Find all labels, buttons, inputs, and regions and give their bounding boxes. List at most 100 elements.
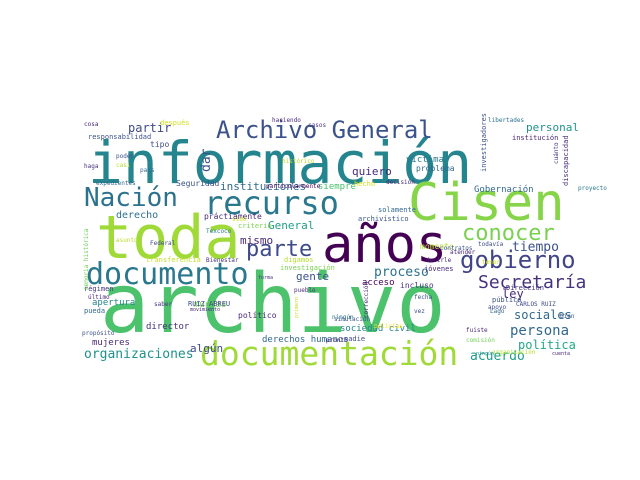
cloud-word: después bbox=[160, 119, 190, 127]
cloud-word: documento bbox=[86, 257, 249, 292]
cloud-word: cuenta bbox=[552, 351, 570, 357]
cloud-word: archivístico bbox=[358, 215, 409, 223]
cloud-word: país bbox=[140, 167, 155, 174]
cloud-word: histórico bbox=[282, 158, 315, 165]
cloud-word: muchas bbox=[194, 300, 227, 310]
cloud-word: Archivo General bbox=[216, 116, 433, 144]
cloud-word: memoria histórica bbox=[83, 228, 90, 290]
cloud-word: dar bbox=[199, 148, 214, 172]
cloud-word: proyecto bbox=[578, 185, 607, 192]
cloud-word: Gobernación bbox=[474, 184, 534, 195]
cloud-word: haciendo bbox=[272, 117, 301, 124]
cloud-word: discapacidad bbox=[562, 135, 570, 186]
cloud-word: apertura bbox=[92, 298, 135, 308]
cloud-word: investigadores bbox=[480, 113, 488, 172]
cloud-word: cosa bbox=[84, 121, 99, 128]
cloud-word: tener bbox=[482, 259, 500, 266]
cloud-word: Seguridad bbox=[176, 179, 220, 188]
cloud-word: responsabilidad bbox=[88, 133, 151, 141]
cloud-word: forma bbox=[258, 275, 273, 281]
cloud-word: sociales bbox=[514, 308, 572, 322]
cloud-word: pueda bbox=[84, 307, 105, 315]
cloud-word: persona bbox=[510, 323, 569, 339]
cloud-word: primero bbox=[294, 297, 300, 318]
cloud-word: Dirección bbox=[506, 284, 544, 292]
cloud-word: recurso bbox=[204, 184, 339, 222]
cloud-word: derecho bbox=[116, 210, 158, 221]
cloud-word: CARLOS RUIZ bbox=[516, 301, 556, 308]
cloud-word: todavía bbox=[478, 241, 504, 248]
cloud-word: gobierno bbox=[460, 246, 576, 274]
cloud-word: pronto bbox=[326, 337, 348, 344]
cloud-word: ley bbox=[502, 287, 524, 301]
cloud-word: pueblo bbox=[294, 287, 316, 294]
cloud-word: casos bbox=[308, 122, 326, 129]
cloud-word: jóvenes bbox=[424, 265, 454, 273]
cloud-word: acuerdo bbox=[470, 349, 525, 364]
cloud-word: Nación bbox=[84, 183, 178, 213]
cloud-word: apoyo bbox=[488, 304, 506, 311]
cloud-word: años bbox=[322, 215, 447, 275]
cloud-word: régimen bbox=[84, 285, 114, 293]
cloud-word: último bbox=[88, 294, 110, 301]
cloud-word: práctiamente bbox=[204, 212, 262, 221]
cloud-word: partir bbox=[128, 121, 171, 135]
cloud-word: simulación bbox=[334, 316, 371, 323]
cloud-word: investigación bbox=[280, 264, 335, 272]
cloud-word: Federal bbox=[150, 240, 176, 247]
cloud-word: decirle bbox=[426, 257, 452, 264]
cloud-word: archivo bbox=[100, 257, 446, 352]
cloud-word: cuánto bbox=[553, 142, 560, 164]
cloud-word: problema bbox=[416, 164, 455, 173]
cloud-word: libertades bbox=[488, 117, 525, 124]
cloud-word: bien bbox=[560, 313, 575, 320]
cloud-word: parte bbox=[246, 237, 312, 262]
cloud-word: fuiste bbox=[466, 327, 488, 334]
cloud-word: criterio bbox=[238, 222, 272, 230]
cloud-word: transferencia bbox=[146, 256, 201, 264]
cloud-word: atender bbox=[450, 249, 476, 256]
cloud-word: quiero bbox=[352, 165, 392, 178]
cloud-word: tiempo bbox=[512, 240, 559, 255]
cloud-word: corrección bbox=[363, 281, 370, 318]
cloud-word: conocer bbox=[462, 221, 555, 246]
cloud-word: comisión bbox=[466, 337, 495, 344]
cloud-word: política bbox=[518, 338, 576, 352]
cloud-word: tipo bbox=[150, 140, 169, 149]
cloud-word: Cisen bbox=[408, 173, 565, 233]
cloud-word: Secretaría bbox=[478, 272, 586, 293]
cloud-word: organización bbox=[492, 349, 536, 356]
cloud-word: político bbox=[238, 311, 277, 320]
cloud-word: sido bbox=[232, 216, 247, 223]
cloud-word: particularmente bbox=[266, 183, 321, 190]
cloud-word: proceso bbox=[374, 265, 429, 280]
cloud-word: siempre bbox=[318, 182, 356, 192]
cloud-word: solamente bbox=[378, 206, 416, 214]
cloud-word: personal bbox=[526, 121, 579, 134]
cloud-word: director bbox=[146, 322, 190, 332]
cloud-word: Lago bbox=[490, 308, 505, 315]
cloud-word: sociedad civil bbox=[340, 324, 416, 334]
cloud-word: vez bbox=[414, 308, 425, 315]
cloud-word: RUIZ ABREU bbox=[188, 300, 230, 308]
cloud-word: hecho bbox=[354, 180, 375, 188]
cloud-word: Bienestar bbox=[206, 257, 239, 264]
cloud-word: policías bbox=[374, 323, 403, 330]
cloud-word: fecha bbox=[414, 294, 432, 301]
cloud-word: Texcoco bbox=[206, 228, 232, 235]
cloud-word: contratos bbox=[440, 245, 473, 252]
cloud-word: derechos humanos bbox=[262, 335, 349, 345]
cloud-word: ningún bbox=[332, 314, 354, 321]
cloud-word: decisión bbox=[386, 179, 415, 186]
cloud-word: público bbox=[492, 296, 522, 304]
cloud-word: ningún bbox=[476, 350, 494, 357]
cloud-word: casi bbox=[116, 162, 131, 169]
cloud-word: haga bbox=[84, 163, 99, 170]
cloud-word: General bbox=[268, 219, 314, 232]
cloud-word: información bbox=[88, 129, 472, 197]
cloud-word: incluso bbox=[400, 281, 434, 290]
cloud-word: organizaciones bbox=[84, 347, 194, 362]
cloud-word: institución bbox=[512, 134, 558, 142]
